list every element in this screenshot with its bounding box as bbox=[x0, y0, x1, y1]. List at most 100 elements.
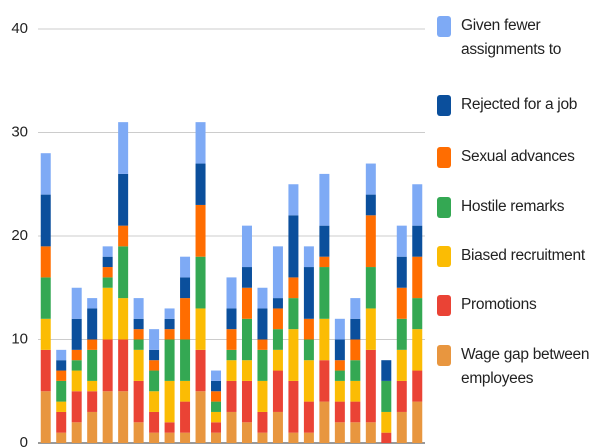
bar-segment bbox=[226, 277, 237, 309]
bar-segment bbox=[319, 173, 330, 226]
bar-segment bbox=[133, 339, 144, 350]
bar-segment bbox=[334, 380, 345, 402]
bar-segment bbox=[149, 411, 160, 433]
bar-segment bbox=[180, 256, 191, 278]
bar-segment bbox=[257, 349, 268, 381]
legend-label: Hostile remarks bbox=[461, 198, 565, 215]
bar-segment bbox=[56, 370, 67, 381]
bar-segment bbox=[226, 411, 237, 443]
bar-segment bbox=[272, 411, 283, 443]
bar-segment bbox=[180, 277, 191, 299]
bar-segment bbox=[412, 329, 423, 371]
bar-segment bbox=[118, 173, 129, 226]
bar-segment bbox=[257, 339, 268, 350]
bar-segment bbox=[288, 432, 299, 443]
bar-segment bbox=[164, 339, 175, 381]
bar-segment bbox=[211, 391, 222, 402]
bar-segment bbox=[71, 391, 82, 423]
bar-segment bbox=[303, 339, 314, 361]
bar-segment bbox=[226, 349, 237, 361]
bar-segment bbox=[257, 287, 268, 309]
bar-segment bbox=[87, 380, 98, 392]
bar-segment bbox=[40, 153, 51, 195]
bar-segment bbox=[412, 225, 423, 257]
legend-item: Biased recruitment bbox=[437, 246, 590, 268]
legend-item: Sexual advances bbox=[437, 147, 590, 169]
bar-segment bbox=[365, 308, 376, 350]
bar-segment bbox=[334, 401, 345, 423]
bar-segment bbox=[350, 380, 361, 402]
y-tick-label: 20 bbox=[11, 227, 28, 244]
bar-segment bbox=[381, 411, 392, 433]
bar-segment bbox=[180, 432, 191, 443]
bar-segment bbox=[241, 225, 252, 268]
legend-swatch bbox=[437, 345, 451, 366]
legend-item: Rejected for a job bbox=[437, 95, 590, 117]
bar-segment bbox=[396, 411, 407, 443]
bar-segment bbox=[334, 339, 345, 361]
bar-segment bbox=[102, 277, 113, 288]
bar-segment bbox=[149, 349, 160, 361]
bar-segment bbox=[241, 422, 252, 443]
bar-segment bbox=[365, 422, 376, 443]
bar-segment bbox=[288, 184, 299, 216]
bar-segment bbox=[396, 380, 407, 412]
bar-segment bbox=[211, 370, 222, 381]
bar-segment bbox=[195, 256, 206, 309]
bar-segment bbox=[396, 256, 407, 288]
bar-segment bbox=[257, 380, 268, 412]
bar-segment bbox=[133, 298, 144, 319]
bar-segment bbox=[396, 225, 407, 257]
bar-segment bbox=[226, 308, 237, 330]
bar-segment bbox=[365, 349, 376, 423]
y-tick-label: 40 bbox=[11, 20, 28, 37]
bar-segment bbox=[381, 360, 392, 381]
bar-segment bbox=[350, 339, 361, 361]
bar-segment bbox=[412, 184, 423, 226]
bar-segment bbox=[412, 370, 423, 402]
legend-item: Promotions bbox=[437, 295, 590, 317]
chart: 0 10 20 30 40 bbox=[11, 20, 425, 447]
bar-segment bbox=[149, 329, 160, 350]
bar-segment bbox=[40, 246, 51, 278]
bar-segment bbox=[56, 360, 67, 371]
legend-swatch bbox=[437, 147, 451, 168]
bar-segment bbox=[288, 380, 299, 433]
bar-segment bbox=[303, 401, 314, 433]
bar-segment bbox=[365, 267, 376, 309]
bar-segment bbox=[272, 329, 283, 350]
legend-label: Rejected for a job bbox=[461, 96, 578, 113]
bar-segment bbox=[350, 318, 361, 340]
bar-segment bbox=[257, 308, 268, 340]
bar-segment bbox=[164, 308, 175, 319]
bar-segment bbox=[396, 318, 407, 350]
bar-segment bbox=[257, 411, 268, 433]
bar-segment bbox=[87, 411, 98, 443]
bar-segment bbox=[118, 298, 129, 340]
bar-segment bbox=[303, 432, 314, 443]
bar-segment bbox=[40, 194, 51, 247]
bar-segment bbox=[319, 318, 330, 361]
bar-segment bbox=[195, 163, 206, 205]
bar-segment bbox=[319, 360, 330, 402]
bar-segment bbox=[71, 370, 82, 392]
bar-segment bbox=[195, 391, 206, 443]
bar-segment bbox=[412, 256, 423, 299]
bar-segment bbox=[133, 349, 144, 381]
bar-segment bbox=[319, 256, 330, 268]
bar-segment bbox=[102, 391, 113, 443]
bar-segment bbox=[396, 287, 407, 319]
bar-segment bbox=[164, 380, 175, 423]
bar-segment bbox=[334, 370, 345, 381]
bar-segment bbox=[288, 277, 299, 299]
bar-segment bbox=[412, 298, 423, 330]
bar-segment bbox=[149, 391, 160, 412]
bar-segment bbox=[87, 339, 98, 350]
bar-segment bbox=[40, 349, 51, 392]
bar-segment bbox=[133, 380, 144, 423]
legend-swatch bbox=[437, 295, 451, 316]
bar-segment bbox=[164, 329, 175, 340]
bar-segment bbox=[56, 349, 67, 361]
bar-segment bbox=[149, 370, 160, 392]
bar-segment bbox=[272, 298, 283, 309]
